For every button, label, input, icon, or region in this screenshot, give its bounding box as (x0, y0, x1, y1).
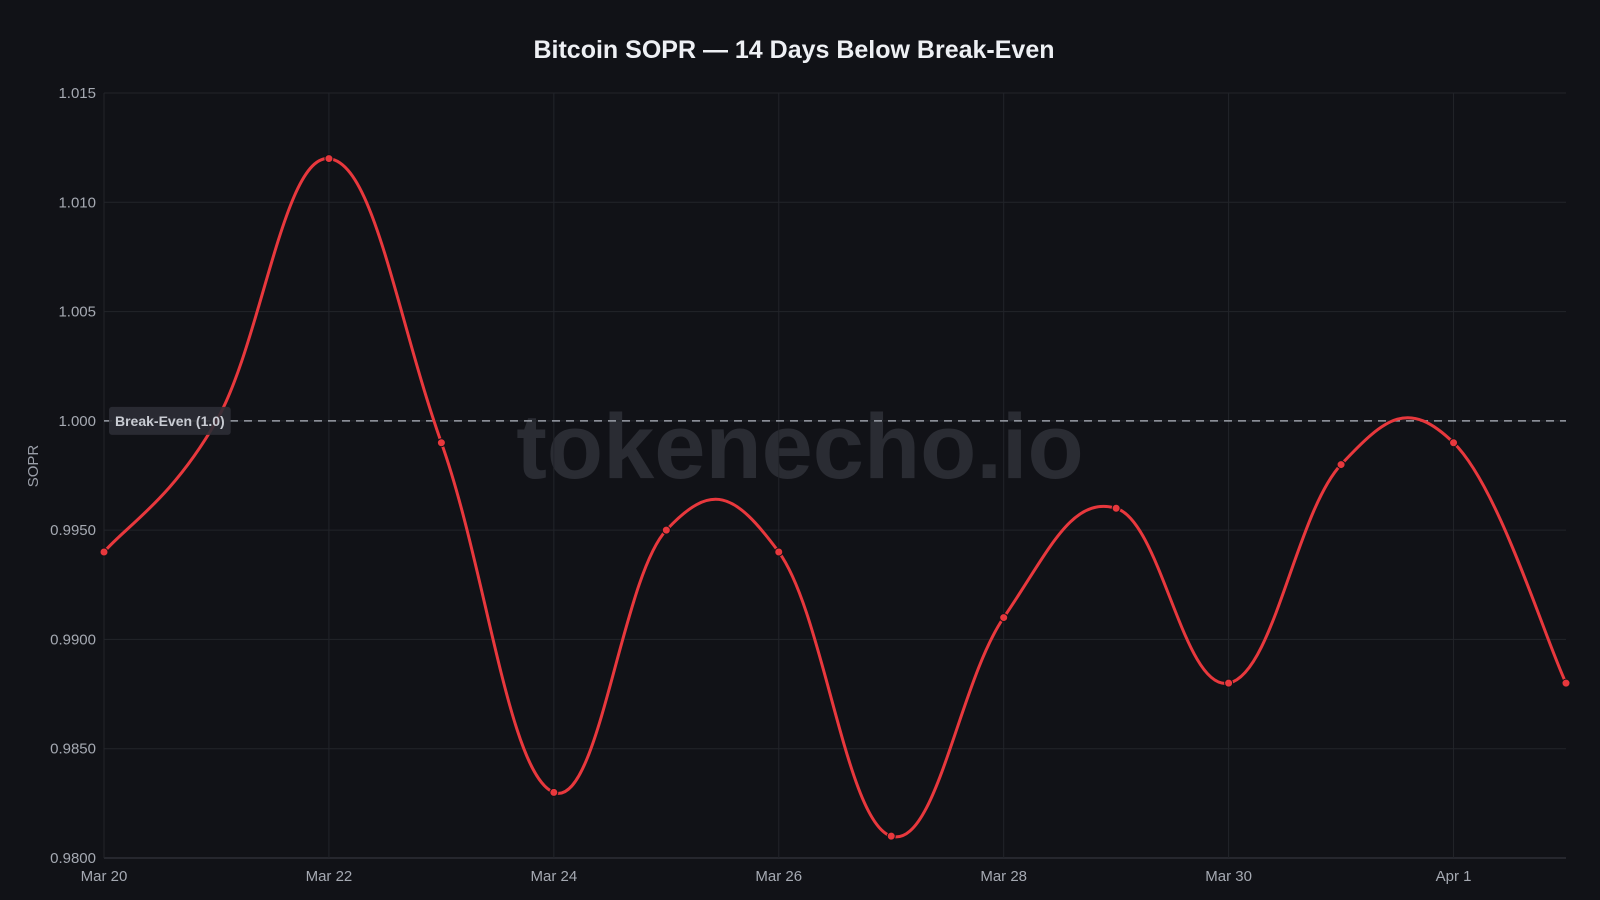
grid (103, 92, 1566, 859)
x-tick-label: Apr 1 (1436, 868, 1472, 885)
x-tick-label: Mar 24 (531, 868, 578, 885)
x-tick-label: Mar 20 (81, 868, 128, 885)
data-point (661, 525, 671, 535)
data-point (324, 154, 334, 164)
y-tick-label: 0.9800 (50, 850, 96, 867)
y-tick-label: 0.9950 (50, 522, 96, 539)
data-point (774, 547, 784, 557)
data-point (99, 547, 109, 557)
data-point (436, 438, 446, 448)
data-point (1224, 678, 1234, 688)
y-tick-label: 1.010 (58, 194, 96, 211)
data-point (1111, 503, 1121, 513)
data-point (549, 787, 559, 797)
data-point (1336, 460, 1346, 470)
break-even-label: Break-Even (1.0) (115, 413, 225, 429)
x-tick-label: Mar 26 (755, 868, 802, 885)
x-axis: Mar 20 Mar 22 Mar 24 Mar 26 Mar 28 Mar 30 Apr … (81, 868, 1472, 885)
data-point (1449, 438, 1459, 448)
watermark: tokenecho.io (516, 396, 1083, 498)
x-tick-label: Mar 22 (306, 868, 353, 885)
y-tick-label: 1.005 (58, 304, 96, 321)
y-axis-label: SOPR (25, 445, 42, 488)
y-tick-label: 1.000 (58, 413, 96, 430)
x-tick-label: Mar 30 (1205, 868, 1252, 885)
y-axis: 1.015 1.010 1.005 1.000 0.9950 0.9900 0.9850 0.… (50, 85, 96, 867)
data-point (886, 831, 896, 841)
chart-title: Bitcoin SOPR — 14 Days Below Break-Even (533, 36, 1054, 64)
sopr-series-line (102, 157, 1568, 839)
data-point (1561, 678, 1571, 688)
y-tick-label: 0.9900 (50, 631, 96, 648)
x-tick-label: Mar 28 (980, 868, 1027, 885)
y-tick-label: 1.015 (58, 85, 96, 102)
y-tick-label: 0.9850 (50, 741, 96, 758)
data-point (999, 613, 1009, 623)
break-even-annotation: Break-Even (1.0) (109, 406, 231, 435)
